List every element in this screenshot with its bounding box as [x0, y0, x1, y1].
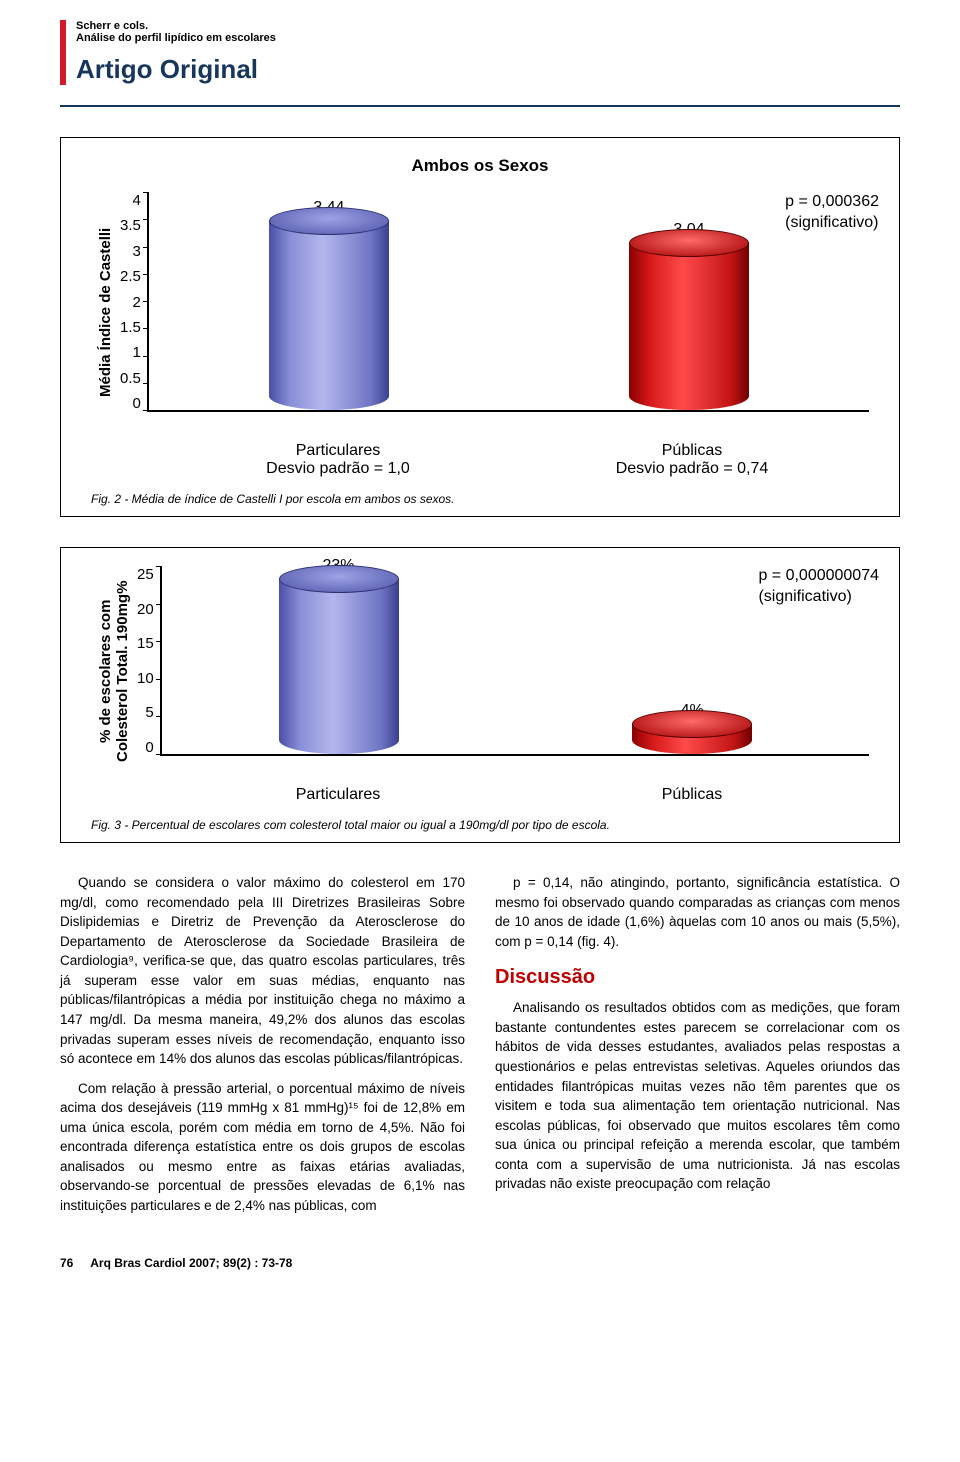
ytick: 20	[137, 601, 154, 618]
figure-3: % de escolares com Colesterol Total. 190…	[60, 547, 900, 843]
article-header: Scherr e cols. Análise do perfil lipídic…	[60, 20, 900, 85]
xlabel: PúblicasDesvio padrão = 0,74	[592, 442, 792, 478]
ytick: 3	[133, 243, 141, 260]
right-column: p = 0,14, não atingindo, portanto, signi…	[495, 873, 900, 1226]
bar-particulares: 23%	[259, 557, 419, 754]
fig3-plot: 23%4% p = 0,000000074 (significativo)	[160, 566, 869, 756]
fig2-ylabel: Média Índice de Castelli	[91, 192, 120, 432]
fig2-plot: 3.443.04 p = 0,000362 (significativo)	[147, 192, 869, 412]
fig2-caption: Fig. 2 - Média de índice de Castelli I p…	[91, 492, 869, 506]
figure-2: Ambos os Sexos Média Índice de Castelli …	[60, 137, 900, 517]
paragraph: p = 0,14, não atingindo, portanto, signi…	[495, 873, 900, 951]
ytick: 4	[133, 192, 141, 209]
xlabel: Particulares	[238, 786, 438, 804]
fig2-yaxis: 4 3.5 3 2.5 2 1.5 1 0.5 0	[120, 192, 147, 412]
fig2-xaxis: ParticularesDesvio padrão = 1,0 PúblicasD…	[91, 442, 869, 478]
ytick: 2	[133, 294, 141, 311]
fig3-annotation: p = 0,000000074 (significativo)	[758, 566, 879, 608]
ytick: 0	[145, 739, 153, 756]
ytick: 25	[137, 566, 154, 583]
page-number: 76	[60, 1256, 73, 1270]
ytick: 0.5	[120, 370, 141, 387]
authors-line: Scherr e cols.	[76, 20, 900, 32]
paragraph: Com relação à pressão arterial, o porcen…	[60, 1079, 465, 1216]
ytick: 3.5	[120, 217, 141, 234]
xlabel: ParticularesDesvio padrão = 1,0	[238, 442, 438, 478]
ytick: 0	[133, 395, 141, 412]
ytick: 1	[133, 344, 141, 361]
fig3-xaxis: Particulares Públicas	[91, 786, 869, 804]
ytick: 10	[137, 670, 154, 687]
ytick: 2.5	[120, 268, 141, 285]
ytick: 1.5	[120, 319, 141, 336]
fig3-caption: Fig. 3 - Percentual de escolares com col…	[91, 818, 869, 832]
bar-públicas: 3.04	[609, 221, 769, 410]
header-rule	[60, 105, 900, 107]
left-column: Quando se considera o valor máximo do co…	[60, 873, 465, 1226]
fig2-annotation: p = 0,000362 (significativo)	[785, 192, 879, 234]
ytick: 15	[137, 635, 154, 652]
citation: Arq Bras Cardiol 2007; 89(2) : 73-78	[90, 1256, 292, 1270]
paragraph: Analisando os resultados obtidos com as …	[495, 998, 900, 1194]
bar-públicas: 4%	[612, 702, 772, 754]
bar-particulares: 3.44	[249, 199, 409, 410]
fig3-yaxis: 25 20 15 10 5 0	[137, 566, 160, 756]
xlabel: Públicas	[592, 786, 792, 804]
paragraph: Quando se considera o valor máximo do co…	[60, 873, 465, 1069]
page-footer: 76 Arq Bras Cardiol 2007; 89(2) : 73-78	[60, 1256, 900, 1270]
ytick: 5	[145, 704, 153, 721]
section-heading-discussao: Discussão	[495, 963, 900, 992]
fig2-title: Ambos os Sexos	[91, 156, 869, 176]
body-columns: Quando se considera o valor máximo do co…	[60, 873, 900, 1226]
article-type: Artigo Original	[76, 54, 900, 85]
fig3-ylabel: % de escolares com Colesterol Total. 190…	[91, 566, 137, 776]
article-subtitle: Análise do perfil lipídico em escolares	[76, 32, 900, 44]
